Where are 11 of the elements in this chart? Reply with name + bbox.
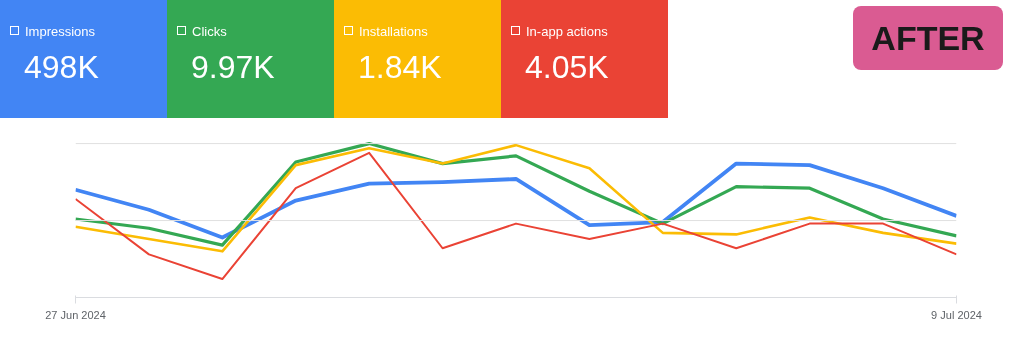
x-tick-label: 27 Jun 2024 — [45, 308, 106, 321]
legend-label: Impressions — [25, 23, 96, 41]
legend-label: In-app actions — [526, 23, 608, 41]
legend-label: Installations — [359, 23, 428, 41]
text: 9.97K — [191, 48, 275, 87]
text: 1.84K — [358, 48, 442, 87]
text: AFTER — [853, 6, 1003, 70]
legend-label: Clicks — [192, 23, 227, 41]
text: 4.05K — [525, 48, 609, 87]
text: 498K — [24, 48, 99, 87]
x-tick-label: 9 Jul 2024 — [931, 308, 982, 321]
